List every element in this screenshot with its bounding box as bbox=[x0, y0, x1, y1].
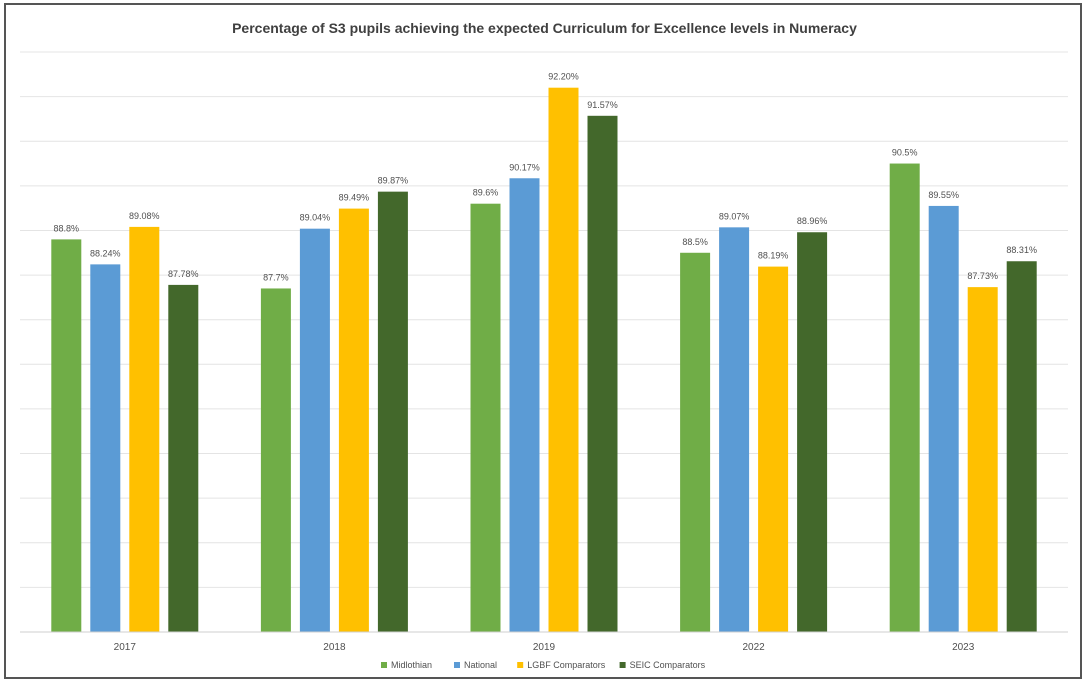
bar bbox=[928, 205, 959, 632]
data-label: 89.49% bbox=[339, 193, 370, 203]
bar bbox=[90, 264, 121, 632]
legend-swatch bbox=[619, 662, 626, 668]
legend-swatch bbox=[517, 662, 524, 668]
data-label: 87.73% bbox=[967, 271, 998, 281]
data-label: 90.17% bbox=[509, 162, 540, 172]
legend-label: National bbox=[464, 660, 497, 670]
x-tick-label: 2018 bbox=[323, 642, 346, 653]
legend-item: Midlothian bbox=[381, 660, 432, 670]
bar bbox=[587, 115, 618, 633]
data-label: 92.20% bbox=[548, 72, 579, 82]
legend-swatch bbox=[454, 662, 460, 668]
data-label: 87.7% bbox=[263, 272, 289, 282]
data-label: 88.8% bbox=[54, 223, 80, 233]
bar bbox=[719, 227, 750, 633]
bar bbox=[129, 226, 160, 632]
x-tick-label: 2022 bbox=[742, 642, 765, 653]
bar bbox=[377, 191, 408, 632]
bar bbox=[168, 284, 199, 632]
legend-label: SEIC Comparators bbox=[630, 660, 706, 670]
bar bbox=[299, 228, 330, 632]
legend: Midlothian National LGBF Comparators SEIC C… bbox=[381, 660, 706, 670]
data-label: 89.6% bbox=[473, 188, 499, 198]
data-label: 89.07% bbox=[719, 211, 750, 221]
data-labels: 88.8% 88.24% 89.08% 87.78% 87.7% 89.04% 89.49%… bbox=[54, 72, 1037, 283]
bar bbox=[51, 239, 82, 632]
legend-swatch bbox=[381, 662, 387, 668]
legend-item: National bbox=[454, 660, 497, 670]
data-label: 89.04% bbox=[300, 213, 331, 223]
bar bbox=[967, 287, 998, 632]
chart-title: Percentage of S3 pupils achieving the ex… bbox=[232, 20, 857, 36]
bar bbox=[338, 208, 369, 632]
bar bbox=[1006, 261, 1037, 632]
bar bbox=[470, 203, 501, 632]
legend-label: LGBF Comparators bbox=[527, 660, 606, 670]
data-label: 89.08% bbox=[129, 211, 160, 221]
legend-item: LGBF Comparators bbox=[517, 660, 606, 670]
x-tick-label: 2017 bbox=[114, 642, 137, 653]
data-label: 88.19% bbox=[758, 251, 789, 261]
data-label: 90.5% bbox=[892, 148, 918, 158]
bar bbox=[680, 252, 711, 632]
data-label: 88.96% bbox=[797, 216, 828, 226]
bar bbox=[548, 87, 579, 632]
data-label: 88.31% bbox=[1006, 245, 1037, 255]
bar bbox=[260, 288, 291, 632]
bar bbox=[758, 266, 789, 632]
x-axis: 2017 2018 2019 2022 2023 bbox=[20, 631, 1068, 653]
data-label: 88.5% bbox=[682, 237, 708, 247]
bar bbox=[889, 163, 920, 633]
data-label: 87.78% bbox=[168, 269, 199, 279]
bar bbox=[509, 178, 540, 632]
x-tick-label: 2023 bbox=[952, 642, 975, 653]
x-tick-label: 2019 bbox=[533, 642, 556, 653]
bars bbox=[51, 87, 1037, 633]
data-label: 88.24% bbox=[90, 248, 121, 258]
data-label: 89.87% bbox=[378, 176, 409, 186]
legend-label: Midlothian bbox=[391, 660, 432, 670]
data-label: 89.55% bbox=[928, 190, 959, 200]
bar bbox=[797, 232, 828, 632]
legend-item: SEIC Comparators bbox=[619, 660, 706, 670]
data-label: 91.57% bbox=[587, 100, 618, 110]
